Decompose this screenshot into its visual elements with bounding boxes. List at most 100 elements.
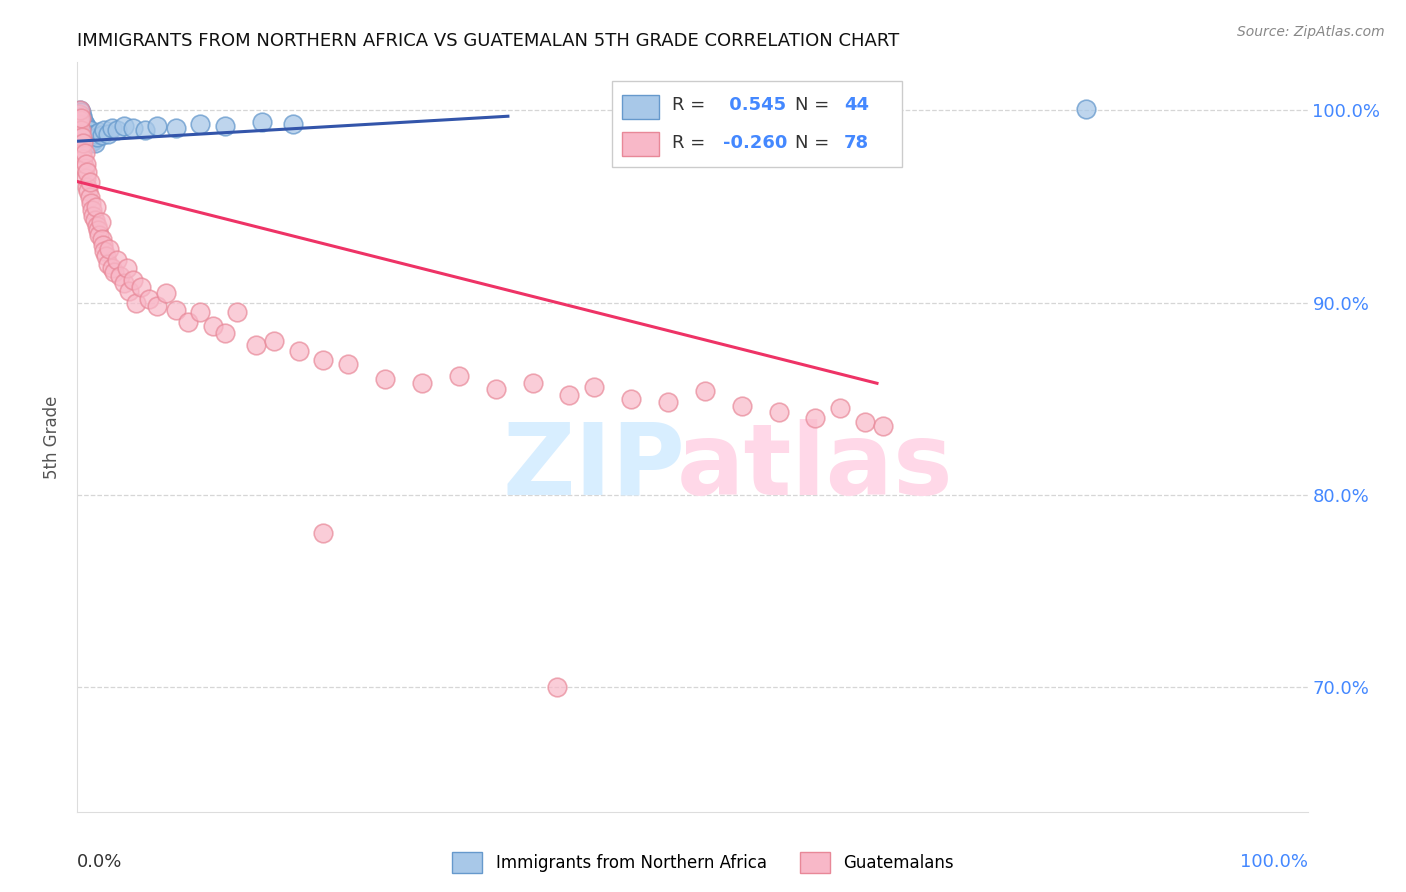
Point (86, 219, 108, 233)
Point (1076, 102, 1098, 116)
Point (77, 184, 100, 198)
Point (70, 115, 93, 129)
Point (82, 203, 104, 218)
Point (188, 117, 212, 131)
Point (69, 122, 91, 136)
Point (72, 125, 94, 139)
Text: R =: R = (672, 134, 710, 152)
Point (105, 253, 128, 268)
Point (76, 134, 98, 148)
Point (146, 119, 169, 133)
Text: 44: 44 (844, 96, 869, 114)
Point (76, 180, 98, 194)
Point (872, 418, 894, 433)
Point (657, 395, 679, 409)
Point (312, 526, 335, 541)
Text: ZIP: ZIP (502, 418, 686, 516)
Point (76, 120, 98, 135)
Point (558, 388, 581, 402)
Point (97, 257, 120, 271)
Point (226, 305, 249, 319)
Text: 100.0%: 100.0% (1240, 853, 1308, 871)
FancyBboxPatch shape (623, 95, 659, 119)
Point (77, 122, 100, 136)
Point (70, 132, 93, 146)
Point (75, 157, 97, 171)
Text: 0.545: 0.545 (723, 96, 786, 114)
Point (72, 113, 94, 128)
Point (134, 122, 156, 136)
Point (83, 136, 105, 150)
Point (70, 138, 93, 153)
Point (546, 680, 568, 694)
Point (411, 376, 433, 391)
Text: -0.260: -0.260 (723, 134, 787, 152)
Point (830, 401, 852, 416)
Point (337, 357, 360, 371)
Point (118, 284, 141, 298)
Point (70, 109, 93, 123)
Point (115, 260, 138, 275)
Point (69, 111, 91, 125)
Point (121, 120, 143, 135)
Point (90, 232, 114, 246)
Point (67, 107, 90, 121)
Point (84, 200, 107, 214)
Point (98, 242, 121, 256)
Point (768, 405, 790, 419)
Legend: Immigrants from Northern Africa, Guatemalans: Immigrants from Northern Africa, Guatema… (446, 846, 960, 880)
Point (485, 382, 508, 396)
Point (67, 117, 90, 131)
Point (73, 128, 96, 143)
Point (245, 338, 267, 352)
Text: N =: N = (794, 134, 835, 152)
Point (214, 119, 236, 133)
Point (76, 165, 98, 179)
Text: atlas: atlas (678, 418, 953, 516)
Point (165, 303, 187, 318)
Point (188, 305, 212, 319)
Point (93, 244, 115, 258)
Point (853, 415, 876, 429)
Point (82, 134, 104, 148)
Point (447, 368, 470, 383)
Point (165, 120, 187, 135)
Point (121, 272, 143, 286)
Point (91, 238, 114, 252)
Point (72, 152, 94, 166)
Point (281, 117, 304, 131)
Point (75, 119, 97, 133)
Point (83, 213, 105, 227)
Point (70, 119, 93, 133)
Point (73, 117, 96, 131)
Point (89, 125, 111, 139)
Point (214, 326, 236, 341)
Point (583, 380, 606, 394)
Point (89, 228, 111, 243)
Point (70, 111, 93, 125)
Point (93, 122, 115, 136)
Point (110, 268, 132, 283)
Point (87, 222, 110, 236)
Point (90, 215, 112, 229)
Point (79, 190, 101, 204)
Point (112, 119, 135, 133)
Text: 0.0%: 0.0% (77, 853, 122, 871)
Point (70, 127, 93, 141)
Point (288, 343, 311, 358)
Point (70, 122, 93, 136)
Point (101, 120, 124, 135)
Point (67, 107, 90, 121)
Point (804, 410, 827, 425)
Point (263, 334, 285, 348)
Point (70, 130, 93, 145)
Point (84, 127, 107, 141)
Point (69, 103, 91, 118)
Point (250, 115, 273, 129)
Point (79, 175, 101, 189)
Point (79, 136, 101, 150)
Point (731, 400, 754, 414)
Point (312, 353, 335, 368)
Point (90, 128, 114, 143)
Point (79, 122, 101, 136)
